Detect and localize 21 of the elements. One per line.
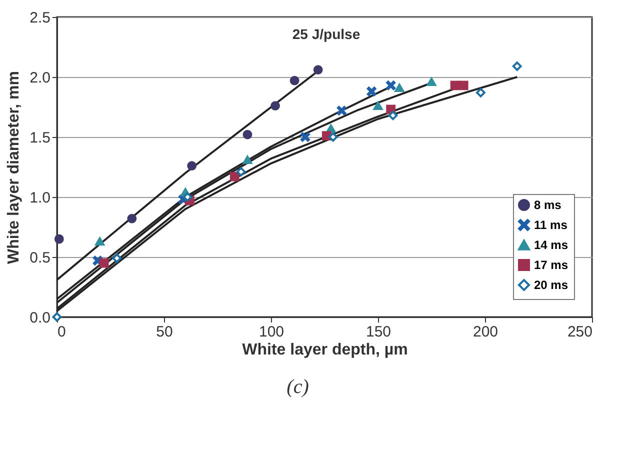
y-tick-label: 2.0 xyxy=(30,70,50,86)
x-axis-title: White layer depth, µm xyxy=(242,342,408,358)
legend-label: 11 ms xyxy=(534,218,568,232)
x-tick-label: 100 xyxy=(258,324,284,340)
y-tick-label: 2.5 xyxy=(30,10,50,26)
legend-label: 8 ms xyxy=(534,198,562,212)
x-tick-label: 150 xyxy=(366,324,392,340)
y-tick-label: 1.0 xyxy=(30,190,50,206)
y-axis-title: White layer diameter, mm xyxy=(6,71,23,264)
legend-label: 14 ms xyxy=(534,238,568,252)
x-tick-label: 250 xyxy=(567,324,592,340)
y-tick-label: 0.5 xyxy=(30,250,50,266)
x-tick-label: 0 xyxy=(58,324,66,340)
y-tick-label: 1.5 xyxy=(30,130,50,146)
x-tick-label: 200 xyxy=(472,324,498,340)
y-tick-label: 0.0 xyxy=(30,310,50,326)
x-tick-label: 50 xyxy=(156,324,173,340)
legend-label: 17 ms xyxy=(534,258,568,272)
text: (c) xyxy=(286,376,310,398)
legend-label: 20 ms xyxy=(534,278,568,292)
annotation: 25 J/pulse xyxy=(292,26,360,42)
